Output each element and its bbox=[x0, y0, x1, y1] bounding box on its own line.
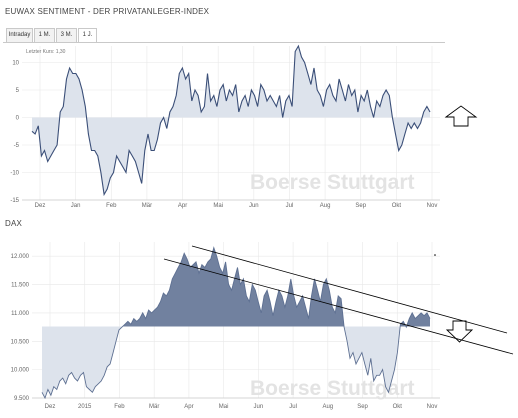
x-tick-label: Aug bbox=[322, 404, 333, 410]
watermark-text: Boerse Stuttgart bbox=[250, 377, 415, 400]
y-tick-label: -10 bbox=[10, 171, 19, 177]
x-tick-label: Feb bbox=[114, 404, 125, 410]
sentiment-fill-above bbox=[32, 46, 430, 118]
up-arrow-icon bbox=[444, 105, 478, 127]
y-tick-label: 10.000 bbox=[11, 368, 30, 374]
tab-intraday[interactable]: Intraday bbox=[6, 28, 33, 42]
x-tick-label: Apr bbox=[184, 404, 193, 410]
x-tick-label: Jul bbox=[289, 404, 297, 410]
x-tick-label: Mär bbox=[149, 404, 159, 410]
x-tick-label: Sep bbox=[357, 404, 368, 410]
x-tick-label: Jan bbox=[71, 203, 81, 209]
x-tick-label: Nov bbox=[427, 203, 438, 209]
sentiment-series-line bbox=[31, 44, 431, 197]
dax-fill-above bbox=[42, 247, 430, 327]
y-tick-label: 10 bbox=[12, 61, 19, 67]
tab-3-months[interactable]: 3 M. bbox=[56, 28, 77, 42]
y-tick-label: -15 bbox=[10, 198, 19, 204]
tab-1-month[interactable]: 1 M. bbox=[34, 28, 55, 42]
last-price-note: Letzter Kurs: 1,30 bbox=[26, 49, 66, 55]
x-tick-label: Dez bbox=[35, 203, 46, 209]
x-tick-label: Mai bbox=[213, 203, 223, 209]
tab-1-year[interactable]: 1 J. bbox=[78, 28, 97, 42]
y-tick-label: 12.000 bbox=[11, 254, 30, 260]
y-tick-label: 9.500 bbox=[14, 396, 30, 402]
y-tick-label: 0 bbox=[16, 116, 20, 122]
y-tick-label: -5 bbox=[14, 143, 20, 149]
x-tick-label: Mai bbox=[219, 404, 229, 410]
x-tick-label: Okt bbox=[392, 203, 402, 209]
timeframe-tabs: Intraday 1 M. 3 M. 1 J. bbox=[3, 28, 445, 43]
x-tick-label: Jul bbox=[286, 203, 294, 209]
x-tick-label: Sep bbox=[355, 203, 366, 209]
x-tick-label: Nov bbox=[427, 404, 438, 410]
dax-chart-title: DAX bbox=[5, 219, 23, 228]
marker-dot bbox=[434, 254, 436, 256]
x-tick-label: Jun bbox=[249, 203, 259, 209]
x-tick-label: Feb bbox=[106, 203, 117, 209]
down-arrow-icon bbox=[445, 320, 474, 343]
dax-series-line bbox=[41, 246, 431, 400]
x-tick-label: Aug bbox=[320, 203, 331, 209]
y-tick-label: 11.000 bbox=[11, 311, 30, 317]
trend-channel-upper bbox=[191, 245, 508, 334]
x-tick-label: Okt bbox=[393, 404, 403, 410]
y-tick-label: 10.500 bbox=[11, 339, 30, 345]
sentiment-chart-title: EUWAX SENTIMENT - DER PRIVATANLEGER-INDE… bbox=[5, 7, 210, 16]
x-tick-label: Apr bbox=[178, 203, 187, 209]
x-tick-label: Dez bbox=[45, 404, 56, 410]
watermark-text: Boerse Stuttgart bbox=[250, 171, 415, 194]
y-tick-label: 11.500 bbox=[11, 283, 30, 289]
x-tick-label: 2015 bbox=[78, 404, 92, 410]
dax-fill-below bbox=[42, 326, 407, 398]
x-tick-label: Mär bbox=[142, 203, 152, 209]
y-tick-label: 5 bbox=[16, 88, 20, 94]
trend-channel-lower bbox=[163, 258, 514, 355]
x-tick-label: Jun bbox=[254, 404, 264, 410]
sentiment-fill-below bbox=[32, 117, 430, 195]
